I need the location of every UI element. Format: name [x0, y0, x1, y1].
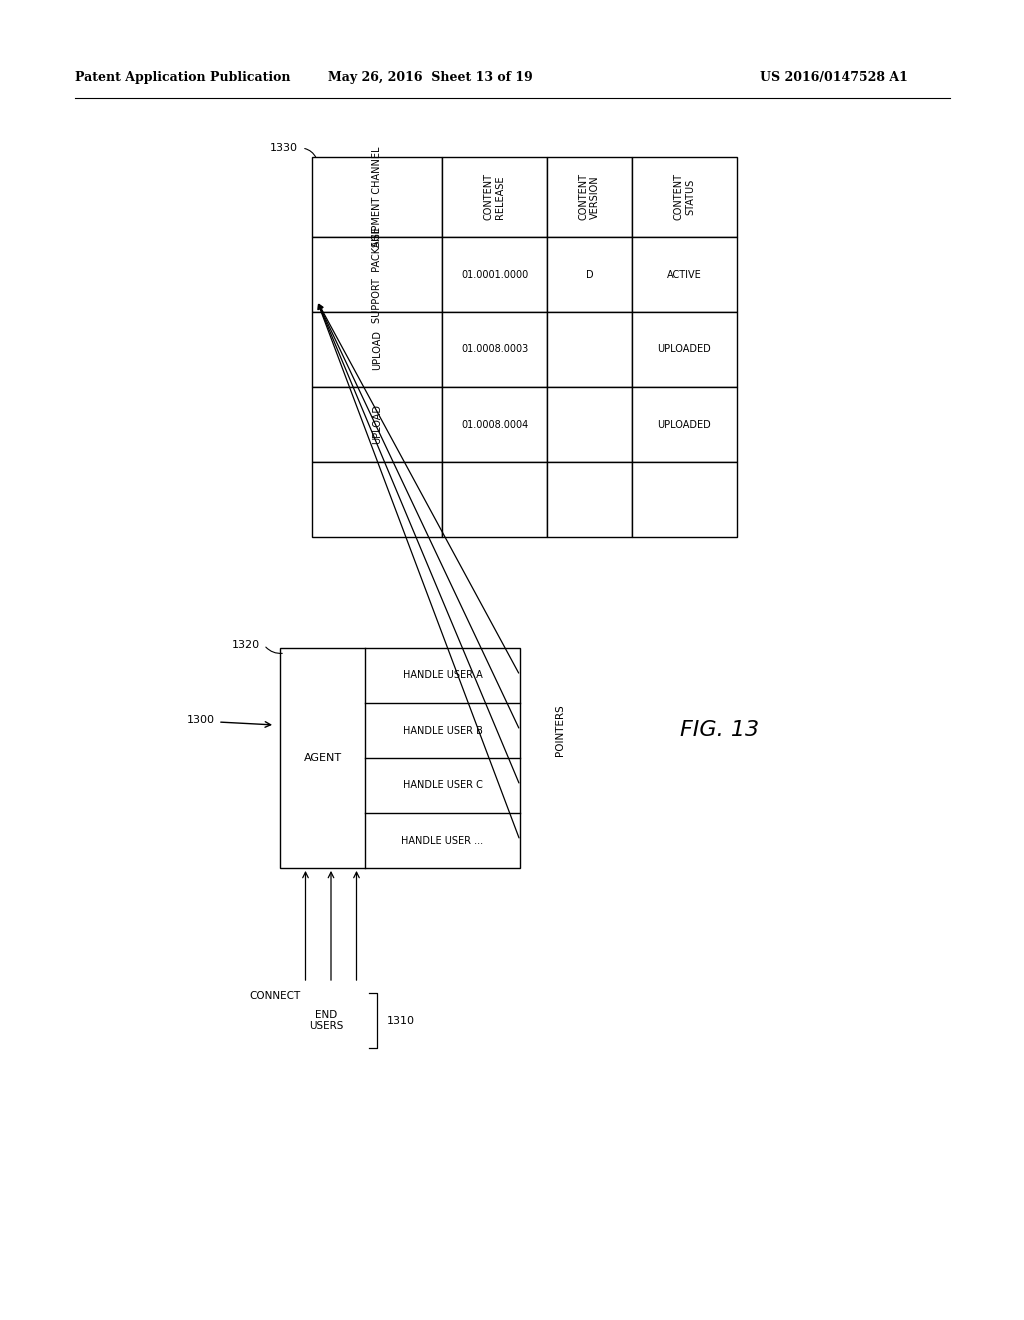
Bar — [547, 238, 632, 312]
Text: CONNECT: CONNECT — [249, 991, 300, 1001]
Text: 1300: 1300 — [187, 715, 215, 725]
Text: END
USERS: END USERS — [309, 1010, 343, 1031]
Text: 01.0001.0000: 01.0001.0000 — [461, 269, 528, 280]
Bar — [312, 238, 442, 312]
Text: UPLOADED: UPLOADED — [657, 345, 712, 355]
Text: UPLOAD: UPLOAD — [372, 404, 382, 445]
Bar — [632, 157, 737, 238]
Text: UPLOAD: UPLOAD — [372, 330, 382, 370]
Text: HANDLE USER B: HANDLE USER B — [402, 726, 482, 735]
Text: CONTENT
STATUS: CONTENT STATUS — [674, 173, 695, 220]
Text: HANDLE USER ...: HANDLE USER ... — [401, 836, 483, 846]
Bar — [442, 238, 547, 312]
Text: HANDLE USER C: HANDLE USER C — [402, 780, 482, 791]
Text: AGENT: AGENT — [303, 752, 342, 763]
Bar — [547, 387, 632, 462]
Bar — [632, 462, 737, 537]
Text: UPLOADED: UPLOADED — [657, 420, 712, 429]
Text: 1310: 1310 — [386, 1015, 415, 1026]
Text: May 26, 2016  Sheet 13 of 19: May 26, 2016 Sheet 13 of 19 — [328, 71, 532, 84]
Bar — [312, 387, 442, 462]
Text: D: D — [586, 269, 593, 280]
Text: SHIPMENT CHANNEL: SHIPMENT CHANNEL — [372, 147, 382, 247]
Bar — [547, 462, 632, 537]
Bar — [632, 238, 737, 312]
Bar — [312, 462, 442, 537]
Bar — [442, 157, 547, 238]
Bar — [442, 462, 547, 537]
Bar — [632, 312, 737, 387]
Text: SUPPORT  PACKAGE: SUPPORT PACKAGE — [372, 227, 382, 322]
Text: FIG. 13: FIG. 13 — [680, 719, 759, 741]
Text: Patent Application Publication: Patent Application Publication — [75, 71, 291, 84]
Bar — [442, 387, 547, 462]
Bar — [632, 387, 737, 462]
Bar — [312, 157, 442, 238]
Text: 1330: 1330 — [270, 143, 298, 153]
Text: 01.0008.0003: 01.0008.0003 — [461, 345, 528, 355]
Text: 01.0008.0004: 01.0008.0004 — [461, 420, 528, 429]
Text: POINTERS: POINTERS — [555, 704, 565, 756]
Text: CONTENT
VERSION: CONTENT VERSION — [579, 173, 600, 220]
Bar — [280, 648, 520, 869]
Text: ACTIVE: ACTIVE — [667, 269, 701, 280]
Text: CONTENT
RELEASE: CONTENT RELEASE — [483, 173, 505, 220]
Bar — [547, 157, 632, 238]
Bar — [442, 312, 547, 387]
Bar — [312, 312, 442, 387]
Text: 1320: 1320 — [231, 640, 260, 649]
Bar — [547, 312, 632, 387]
Text: US 2016/0147528 A1: US 2016/0147528 A1 — [760, 71, 908, 84]
Text: HANDLE USER A: HANDLE USER A — [402, 671, 482, 681]
